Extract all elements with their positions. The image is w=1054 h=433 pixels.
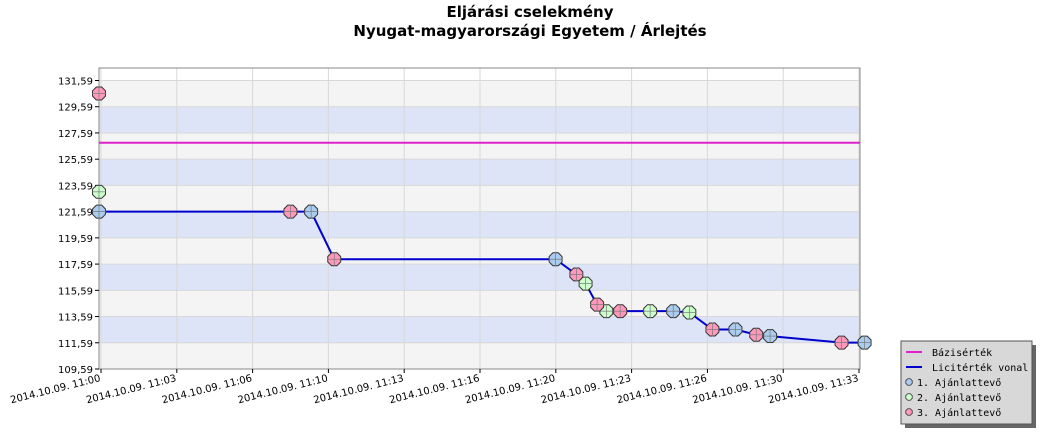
y-tick-label: 115,59 xyxy=(58,286,93,297)
legend-swatch-bidder-1 xyxy=(905,378,913,386)
y-tick-label: 109,59 xyxy=(58,365,93,376)
chart-subtitle: Nyugat-magyarországi Egyetem / Árlejtés xyxy=(353,21,706,40)
legend-label: 3. Ajánlattevő xyxy=(917,407,1001,419)
legend-swatch-bidder-2 xyxy=(905,393,913,401)
y-tick-label: 113,59 xyxy=(58,313,93,324)
y-tick-label: 127,59 xyxy=(58,129,93,140)
legend-label: 1. Ajánlattevő xyxy=(917,377,1001,389)
legend: Bázisérték Licitérték vonal 1. Ajánlattevő… xyxy=(900,340,1036,428)
y-tick-label: 111,59 xyxy=(58,339,93,350)
bid-markers xyxy=(92,86,872,350)
chart-title: Eljárási cselekmény xyxy=(446,3,613,21)
legend-label: Bázisérték xyxy=(932,347,992,359)
y-tick-label: 119,59 xyxy=(58,234,93,245)
y-tick-label: 125,59 xyxy=(58,155,93,166)
plot-grid xyxy=(99,68,860,370)
y-tick-label: 131,59 xyxy=(58,77,93,88)
y-tick-label: 121,59 xyxy=(58,208,93,219)
legend-swatch-bidder-3 xyxy=(905,408,913,416)
legend-label: 2. Ajánlattevő xyxy=(917,392,1001,404)
y-tick-label: 123,59 xyxy=(58,181,93,192)
legend-box xyxy=(900,340,1033,425)
y-tick-label: 129,59 xyxy=(58,103,93,114)
legend-label: Licitérték vonal xyxy=(932,362,1028,374)
y-axis: 109,59 111,59 113,59 115,59 117,59 119,59 121,… xyxy=(58,77,99,376)
y-tick-label: 117,59 xyxy=(58,260,93,271)
